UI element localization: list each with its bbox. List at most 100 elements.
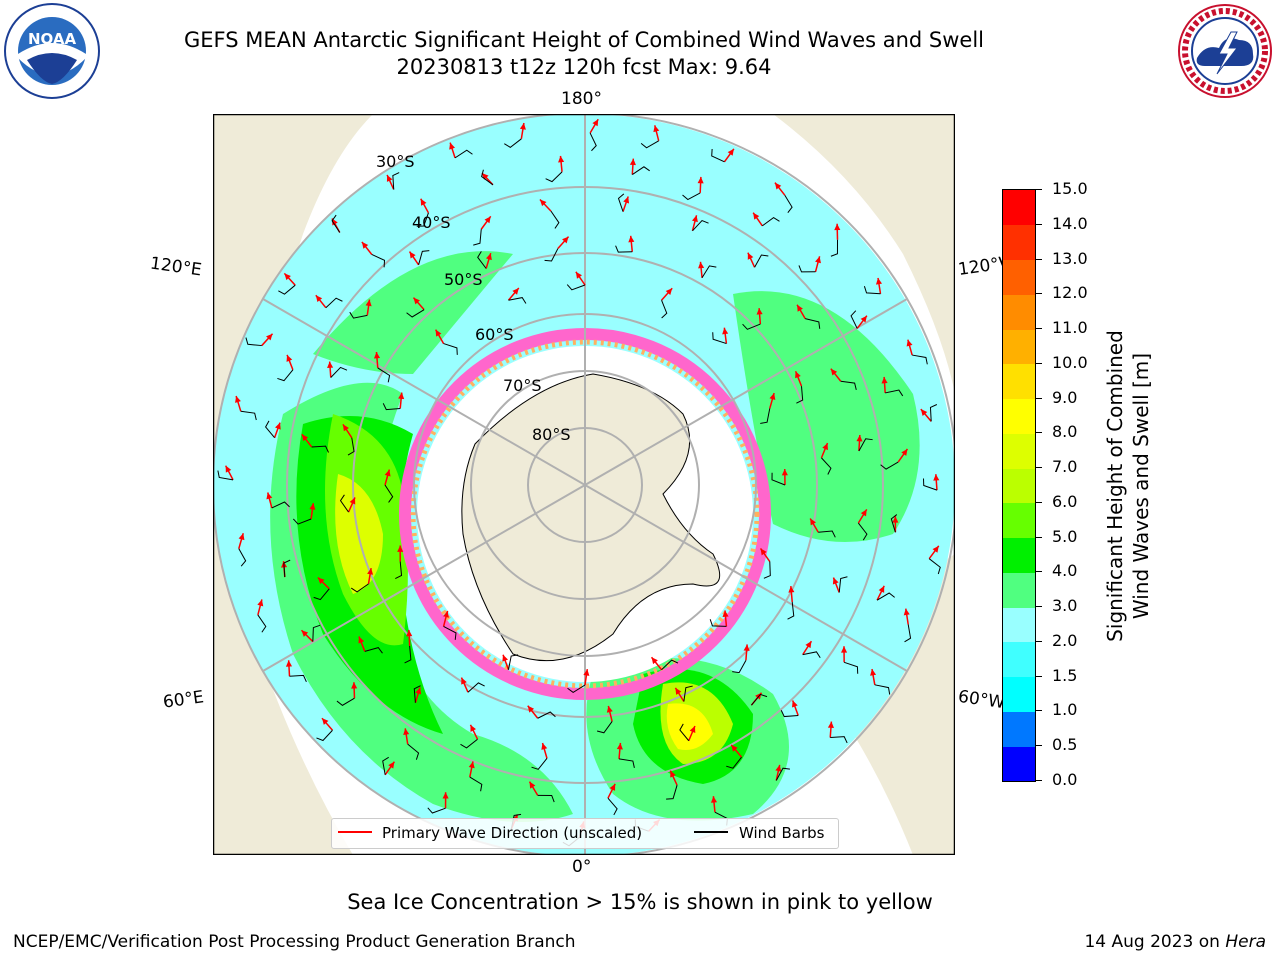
wind-barb <box>349 311 368 319</box>
colorbar-cell <box>1003 190 1035 226</box>
wave-direction-arrowhead <box>592 119 599 127</box>
wave-direction-arrowhead <box>822 443 828 451</box>
wave-direction-arrowhead <box>769 393 776 400</box>
colorbar-cell <box>1003 746 1035 782</box>
wave-direction-arrowhead <box>415 687 422 695</box>
colorbar-tick-mark <box>1036 606 1042 608</box>
colorbar-tick-mark <box>1036 432 1042 434</box>
wave-direction-arrowhead <box>670 770 676 778</box>
colorbar-cell <box>1003 294 1035 330</box>
colorbar-cell <box>1003 572 1035 608</box>
wave-direction-arrowhead <box>315 295 323 303</box>
wind-barb <box>821 457 832 475</box>
wave-direction-arrowhead <box>367 568 374 575</box>
wind-barb <box>392 172 400 190</box>
footer-date-text: 14 Aug 2023 on <box>1084 932 1220 952</box>
wave-direction-arrowhead <box>860 509 867 517</box>
wind-barb <box>830 239 839 257</box>
wind-barb <box>265 420 275 439</box>
wind-barb <box>481 169 494 186</box>
wave-direction-arrowhead <box>485 253 492 261</box>
wind-barb <box>922 478 938 491</box>
wave-direction-arrowhead <box>529 781 536 789</box>
wave-direction-legend-line <box>338 831 372 833</box>
wave-direction-arrowhead <box>358 636 365 644</box>
wave-direction-arrowhead <box>797 304 803 312</box>
wind-barb <box>904 624 912 643</box>
colorbar-tick-mark <box>1036 571 1042 573</box>
colorbar-tick-mark <box>1036 258 1042 260</box>
wave-direction-arrowhead <box>609 783 616 791</box>
wind-barb <box>413 685 421 703</box>
wave-direction-arrowhead <box>342 424 349 432</box>
wind-barb <box>330 366 348 378</box>
colorbar-cell <box>1003 607 1035 643</box>
wave-direction-arrowhead <box>365 299 372 307</box>
wind-barb <box>289 674 307 682</box>
wind-barb <box>550 210 560 229</box>
colorbar-tick-mark <box>1036 780 1042 781</box>
wave-direction-arrowhead <box>519 122 526 130</box>
wave-direction-arrowhead <box>756 308 763 315</box>
colorbar-cell <box>1003 433 1035 469</box>
colorbar-tick-mark <box>1036 362 1042 364</box>
wave-direction-arrowhead <box>512 288 519 295</box>
colorbar-tick-label: 2.0 <box>1052 630 1078 650</box>
wind-barb <box>377 367 391 383</box>
colorbar-tick-label: 9.0 <box>1052 387 1078 407</box>
wind-barb <box>545 171 563 183</box>
colorbar-cell <box>1003 259 1035 295</box>
wave-direction-arrowhead <box>397 545 404 552</box>
wave-direction-arrowhead <box>562 236 569 244</box>
wave-direction-arrowhead <box>583 669 590 676</box>
wave-direction-arrowhead <box>805 641 812 649</box>
footer-branch: NCEP/EMC/Verification Post Processing Pr… <box>13 932 576 952</box>
colorbar-tick-label: 8.0 <box>1052 422 1078 442</box>
wind-barb <box>726 756 742 769</box>
wave-direction-arrowhead <box>827 721 834 729</box>
wave-direction-arrowhead <box>710 796 718 803</box>
land-area <box>773 114 955 394</box>
wind-barb <box>371 254 386 268</box>
colorbar-title: Significant Height of Combined Wind Wave… <box>1102 306 1154 666</box>
wave-direction-arrowhead <box>502 654 509 662</box>
wind-barb <box>566 284 586 291</box>
wave-direction-arrowhead <box>461 677 467 685</box>
wave-direction-arrowhead <box>875 277 882 285</box>
sea-ice-edge <box>410 339 760 689</box>
wind-barb <box>277 369 294 382</box>
wave-direction-arrowhead <box>906 339 913 347</box>
colorbar-cell <box>1003 224 1035 260</box>
wind-barb <box>316 729 333 742</box>
wave-direction-arrowhead <box>878 585 885 593</box>
wind-barb <box>347 437 355 456</box>
wave-direction-arrowhead <box>753 212 760 220</box>
wind-barb <box>912 354 928 365</box>
wave-direction-arrowhead <box>327 361 334 369</box>
wave-direction-arrowhead <box>284 273 291 281</box>
wind-barb <box>467 682 485 693</box>
wind-barb <box>683 685 693 702</box>
wind-barb <box>454 149 473 159</box>
wind-barb <box>477 251 487 269</box>
wind-barb <box>336 697 355 706</box>
wave-direction-arrowhead <box>731 744 738 752</box>
wave-direction-arrowhead <box>539 199 547 207</box>
wind-barb <box>271 501 290 509</box>
colorbar-cell <box>1003 676 1035 712</box>
wave-direction-arrowhead <box>860 315 867 323</box>
wave-direction-arrowhead <box>403 728 410 736</box>
colorbar-tick-label: 13.0 <box>1052 248 1088 268</box>
lon-label-120e: 120°E <box>148 253 203 281</box>
lat-label-40s: 40°S <box>412 213 451 232</box>
wave-direction-arrowhead <box>449 142 455 150</box>
wind-barb <box>313 588 330 601</box>
wind-barb <box>818 530 836 538</box>
wave-direction-arrowhead <box>616 742 623 750</box>
wave-direction-arrowhead <box>722 610 729 618</box>
wave-direction-arrowhead <box>747 252 754 260</box>
wave-direction-arrowhead <box>665 288 673 296</box>
wave-direction-arrowhead <box>301 434 309 442</box>
colorbar-tick-label: 3.0 <box>1052 596 1078 616</box>
colorbar-cell <box>1003 398 1035 434</box>
